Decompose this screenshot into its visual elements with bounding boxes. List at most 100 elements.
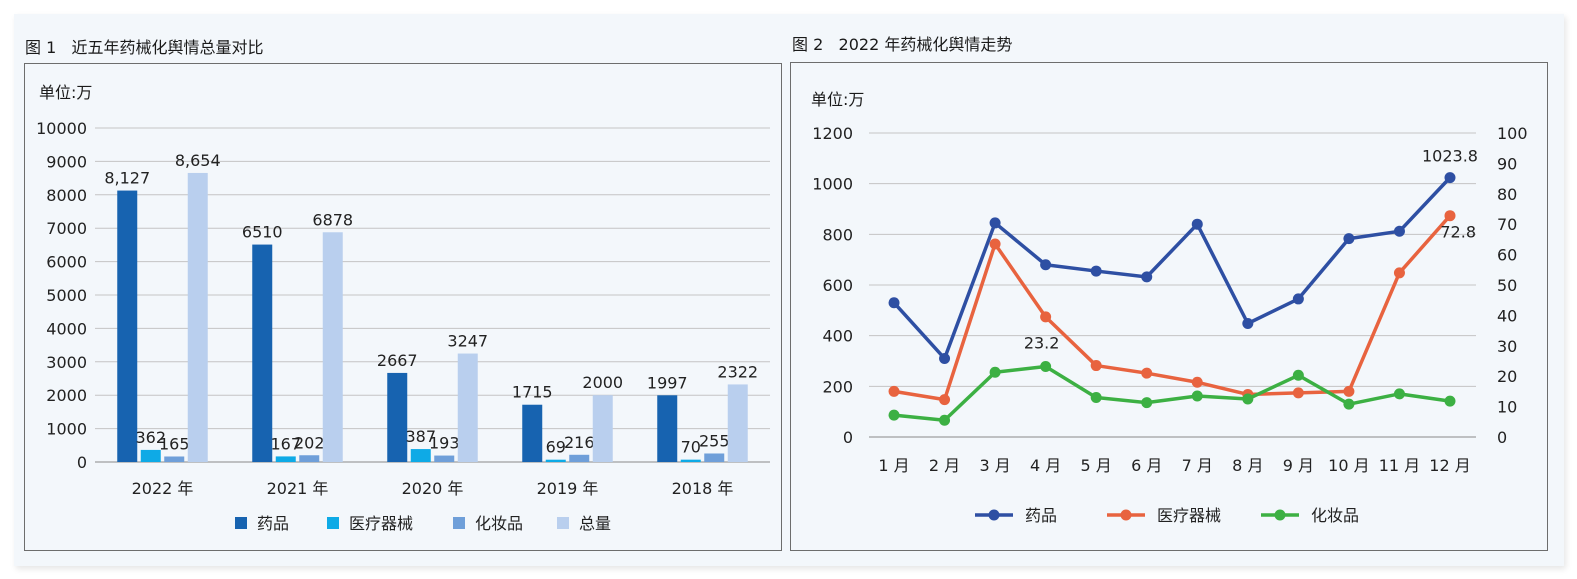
legend-label: 药品 [1025, 506, 1057, 525]
line-y2-tick-label: 40 [1497, 306, 1517, 325]
legend-swatch [453, 517, 465, 529]
bar-data-label: 1997 [647, 373, 688, 392]
bar [322, 232, 343, 462]
data-point [939, 414, 951, 426]
data-point [1292, 293, 1304, 305]
legend-label: 医疗器械 [349, 514, 413, 533]
legend-swatch [235, 517, 247, 529]
bar [592, 395, 613, 462]
data-point [1393, 267, 1405, 279]
bar-data-label: 69 [546, 438, 566, 457]
bar-data-label: 8,127 [104, 169, 150, 188]
bar [140, 449, 161, 462]
bar [657, 395, 678, 462]
line-x-tick-label: 1 月 [878, 456, 909, 475]
data-point [1343, 385, 1355, 397]
line-x-tick-label: 4 月 [1030, 456, 1061, 475]
bar [187, 172, 208, 462]
line-y-tick-label: 400 [822, 327, 853, 346]
legend-label: 总量 [579, 514, 611, 533]
data-point [1191, 390, 1203, 402]
bar [522, 404, 543, 462]
data-point [888, 297, 900, 309]
series-line [892, 176, 1452, 361]
figure-1-title: 图 1 近五年药械化舆情总量对比 [25, 38, 264, 57]
line-y2-tick-label: 90 [1497, 154, 1517, 173]
bar [252, 244, 273, 462]
bar [434, 455, 455, 462]
line-x-tick-label: 8 月 [1232, 456, 1263, 475]
line-data-label: 23.2 [1024, 333, 1060, 352]
bar-data-label: 6878 [312, 210, 353, 229]
data-point [1090, 265, 1102, 277]
bar [387, 372, 408, 462]
figure-2-title: 图 2 2022 年药械化舆情走势 [792, 35, 1013, 54]
line-data-label: 72.8 [1440, 223, 1476, 242]
bar-chart: 单位:万 0 1000 2000 3000 4000 5000 6000 7000 8000 90… [36, 83, 770, 533]
bar [299, 455, 320, 462]
line-y-tick-label: 1000 [812, 175, 853, 194]
legend-swatch [327, 517, 339, 529]
bar-y-tick-label: 6000 [46, 253, 87, 272]
bar-data-label: 193 [429, 434, 460, 453]
data-point [1292, 369, 1304, 381]
bar-data-label: 165 [159, 434, 190, 453]
bar-x-tick-label: 2021 年 [267, 479, 329, 498]
bar-data-label: 70 [681, 438, 701, 457]
line-y2-tick-label: 10 [1497, 398, 1517, 417]
data-point [1040, 360, 1052, 372]
line-chart: 单位:万 0 200 400 600 800 1000 1200 0 10 20 30 40 50 60 7… [811, 90, 1528, 525]
line-y2-tick-label: 70 [1497, 215, 1517, 234]
bar-data-label: 387 [405, 427, 436, 446]
bar-y-tick-label: 3000 [46, 353, 87, 372]
line-y2-tick-label: 80 [1497, 185, 1517, 204]
line-y2-tick-label: 50 [1497, 276, 1517, 295]
data-point [888, 409, 900, 421]
line-y-tick-label: 200 [822, 377, 853, 396]
line-y2-tick-label: 100 [1497, 124, 1528, 143]
line-x-tick-label: 3 月 [979, 456, 1010, 475]
data-point [1444, 210, 1456, 222]
data-point [1242, 393, 1254, 405]
legend-label: 化妆品 [1311, 506, 1359, 525]
bar-data-label: 2667 [377, 351, 418, 370]
data-point [1444, 395, 1456, 407]
bar-y-tick-label: 7000 [46, 219, 87, 238]
bar-data-label: 6510 [242, 223, 283, 242]
bar-y-tick-label: 4000 [46, 319, 87, 338]
data-point [1242, 318, 1254, 330]
bar-data-label: 3247 [447, 332, 488, 351]
line-x-tick-label: 11 月 [1379, 456, 1420, 475]
line-x-tick-label: 2 月 [929, 456, 960, 475]
bar-data-label: 362 [135, 428, 166, 447]
line-x-tick-label: 5 月 [1081, 456, 1112, 475]
line-unit-label: 单位:万 [811, 90, 864, 109]
legend-label: 医疗器械 [1157, 506, 1221, 525]
bar-x-tick-label: 2020 年 [402, 479, 464, 498]
data-point [989, 217, 1001, 229]
data-point [1393, 225, 1405, 237]
legend-swatch [557, 517, 569, 529]
bar [545, 459, 566, 462]
bar [164, 456, 185, 462]
legend-marker [1274, 509, 1286, 521]
bar-y-tick-label: 2000 [46, 386, 87, 405]
legend-marker [1120, 509, 1132, 521]
data-point [1191, 376, 1203, 388]
bar-chart-panel: 单位:万 0 1000 2000 3000 4000 5000 6000 7000 8000 90… [24, 63, 782, 551]
bar-data-label: 216 [564, 433, 595, 452]
line-y2-tick-label: 20 [1497, 367, 1517, 386]
bar-y-tick-label: 8000 [46, 186, 87, 205]
legend-marker [988, 509, 1000, 521]
data-point [1393, 388, 1405, 400]
data-point [1141, 271, 1153, 283]
bar [117, 190, 138, 462]
bar-x-tick-label: 2019 年 [537, 479, 599, 498]
line-y-tick-label: 800 [822, 225, 853, 244]
line-data-label: 1023.8 [1422, 147, 1478, 166]
line-y2-tick-label: 0 [1497, 428, 1507, 447]
bar-data-label: 2322 [717, 362, 758, 381]
bar-data-label: 202 [294, 433, 325, 452]
line-y-tick-label: 600 [822, 276, 853, 295]
bar-y-tick-label: 0 [77, 453, 87, 472]
